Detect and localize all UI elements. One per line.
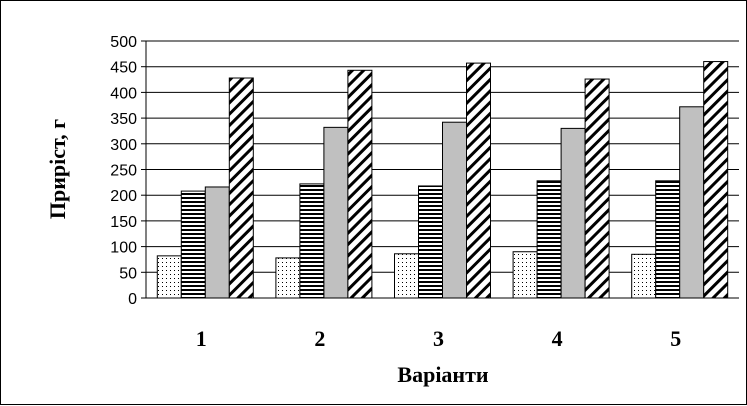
y-tick-label: 100 [110,240,137,257]
bar-horizontal-lines [655,180,681,299]
x-tick-label: 5 [670,326,681,351]
bars [156,61,729,299]
bar-solid-gray [442,121,467,299]
bar-horizontal-lines [536,180,562,299]
bar-diagonal-lines [703,61,729,299]
bar-solid-gray [560,127,586,299]
x-axis-ticks: 1 2 3 4 5 [196,326,681,351]
x-tick-label: 4 [552,326,563,351]
y-tick-label: 450 [110,60,137,77]
bar-dots [394,253,419,299]
bar-diagonal-lines [228,77,254,299]
y-tick-label: 0 [128,291,137,308]
y-tick-label: 350 [110,111,137,128]
y-tick-label: 500 [110,34,137,51]
bar-horizontal-lines [418,185,443,299]
bar-diagonal-lines [466,62,491,299]
y-tick-label: 50 [119,265,137,282]
x-tick-label: 2 [314,326,325,351]
bar-diagonal-lines [584,78,610,299]
bar-horizontal-lines [180,190,206,299]
y-tick-label: 150 [110,214,137,231]
y-tick-label: 400 [110,85,137,102]
x-tick-label: 3 [433,326,444,351]
bar-solid-gray [679,106,705,299]
bar-dots [156,255,182,299]
x-tick-label: 1 [196,326,207,351]
bar-solid-gray [323,126,349,299]
y-tick-label: 250 [110,163,137,180]
bar-dots [275,257,301,299]
y-tick-label: 300 [110,137,137,154]
y-axis-title: Приріст, г [45,119,70,219]
y-tick-label: 200 [110,188,137,205]
bar-dots [512,251,538,299]
bar-solid-gray [204,186,230,299]
bar-diagonal-lines [347,69,373,299]
x-axis-title: Варіанти [397,362,489,387]
bar-horizontal-lines [299,183,325,299]
y-axis-ticks: 0 50 100 150 200 250 300 350 400 450 500 [110,34,146,308]
bar-dots [631,253,657,299]
